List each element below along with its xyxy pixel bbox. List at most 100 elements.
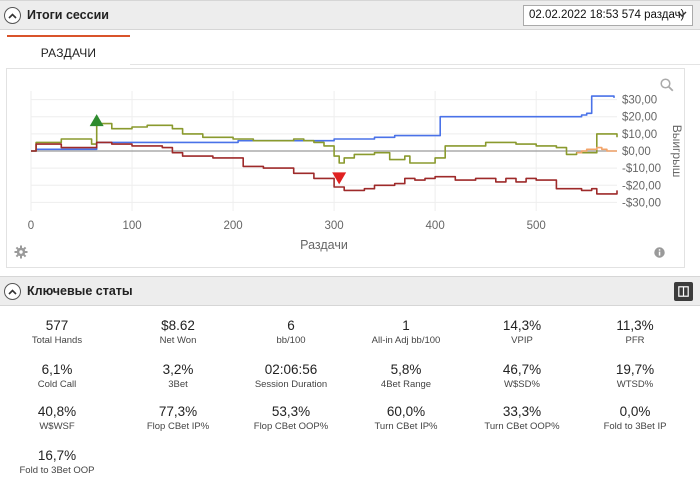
- stat-item: 02:06:56 Session Duration: [231, 362, 351, 390]
- min-marker: [332, 172, 347, 185]
- tab-hands-label: РАЗДАЧИ: [40, 46, 97, 60]
- x-axis-label: Раздачи: [300, 238, 348, 252]
- stat-label: VPIP: [511, 335, 533, 346]
- stat-item: 33,3% Turn CBet OOP%: [462, 404, 582, 432]
- tab-hands[interactable]: РАЗДАЧИ: [7, 35, 130, 65]
- stat-label: All-in Adj bb/100: [371, 335, 441, 346]
- stat-item: 6,1% Cold Call: [0, 362, 117, 390]
- stat-item: 0,0% Fold to 3Bet IP: [575, 404, 695, 432]
- stat-value: 40,8%: [37, 404, 77, 419]
- stat-value: 53,3%: [271, 404, 311, 419]
- x-tick-label: 400: [426, 220, 445, 232]
- stat-item: 40,8% W$WSF: [0, 404, 117, 432]
- stat-label: Net Won: [159, 335, 197, 346]
- y-tick-label: $10,00: [622, 129, 657, 141]
- stat-value: 6: [287, 318, 295, 333]
- stat-value: 33,3%: [502, 404, 542, 419]
- stat-value: 77,3%: [158, 404, 198, 419]
- stat-item: 77,3% Flop CBet IP%: [118, 404, 238, 432]
- stat-value: 0,0%: [619, 404, 651, 419]
- stat-value: 577: [45, 318, 69, 333]
- columns-icon: [678, 286, 689, 297]
- stat-value: 6,1%: [41, 362, 73, 377]
- stat-value: 3,2%: [162, 362, 194, 377]
- stat-item: 14,3% VPIP: [462, 318, 582, 346]
- collapse-stats-button[interactable]: [4, 283, 21, 300]
- stat-label: Fold to 3Bet IP: [603, 421, 667, 432]
- y-axis-label: Выигрыш: [670, 125, 684, 178]
- stat-value: 60,0%: [386, 404, 426, 419]
- chart-panel: $30,00 $20,00 $10,00 $0,00 -$10,00 -$20,00 -$3…: [6, 68, 685, 268]
- stat-label: Session Duration: [254, 379, 328, 390]
- stat-label: PFR: [625, 335, 645, 346]
- x-tick-label: 500: [527, 220, 546, 232]
- session-select[interactable]: 02.02.2022 18:53 574 раздач): [523, 5, 693, 26]
- y-tick-label: $20,00: [622, 112, 657, 124]
- y-tick-label: $30,00: [622, 95, 657, 107]
- stat-label: Flop CBet OOP%: [253, 421, 329, 432]
- x-tick-label: 100: [122, 220, 141, 232]
- stat-item: 577 Total Hands: [0, 318, 117, 346]
- stat-label: 4Bet Range: [380, 379, 432, 390]
- max-marker: [89, 114, 104, 127]
- series-line-red: [31, 141, 618, 195]
- stat-label: bb/100: [276, 335, 306, 346]
- key-stats-header: Ключевые статы: [0, 276, 700, 306]
- stat-item: 1 All-in Adj bb/100: [346, 318, 466, 346]
- zoom-icon[interactable]: [660, 78, 674, 92]
- info-icon[interactable]: [654, 247, 665, 258]
- stat-item: 60,0% Turn CBet IP%: [346, 404, 466, 432]
- stat-item: 6 bb/100: [231, 318, 351, 346]
- stat-value: 46,7%: [502, 362, 542, 377]
- stat-label: Flop CBet IP%: [146, 421, 210, 432]
- panel-layout-button[interactable]: [674, 282, 693, 301]
- stat-value: $8.62: [161, 318, 195, 333]
- chevron-up-icon: [8, 12, 17, 19]
- stat-value: 02:06:56: [264, 362, 318, 377]
- x-tick-label: 0: [28, 220, 34, 232]
- series-line-blue: [31, 95, 615, 152]
- stat-item: 16,7% Fold to 3Bet OOP: [0, 448, 117, 476]
- session-summary-header: Итоги сессии 02.02.2022 18:53 574 раздач…: [0, 0, 700, 30]
- winnings-chart: $30,00 $20,00 $10,00 $0,00 -$10,00 -$20,00 -$3…: [28, 91, 684, 252]
- stat-value: 16,7%: [37, 448, 77, 463]
- x-tick-label: 300: [325, 220, 344, 232]
- stat-label: Total Hands: [31, 335, 83, 346]
- y-tick-label: -$30,00: [622, 197, 661, 209]
- chevron-down-icon: [677, 11, 687, 17]
- stat-label: W$WSF: [39, 421, 75, 432]
- stat-value: 19,7%: [615, 362, 655, 377]
- stat-value: 1: [402, 318, 410, 333]
- stat-value: 5,8%: [390, 362, 422, 377]
- stat-item: 46,7% W$SD%: [462, 362, 582, 390]
- chevron-up-icon: [8, 288, 17, 295]
- gear-icon[interactable]: [14, 245, 28, 259]
- stat-item: 5,8% 4Bet Range: [346, 362, 466, 390]
- stat-label: W$SD%: [504, 379, 540, 390]
- stat-label: WTSD%: [616, 379, 654, 390]
- session-select-value: 02.02.2022 18:53 574 раздач): [529, 9, 685, 21]
- y-tick-label: -$20,00: [622, 180, 661, 192]
- stat-label: Cold Call: [37, 379, 77, 390]
- collapse-session-button[interactable]: [4, 7, 21, 24]
- stat-label: 3Bet: [168, 379, 188, 390]
- stat-value: 14,3%: [502, 318, 542, 333]
- stat-label: Fold to 3Bet OOP: [19, 465, 95, 476]
- stat-item: 3,2% 3Bet: [118, 362, 238, 390]
- tab-divider: [130, 64, 700, 65]
- y-tick-label: -$10,00: [622, 163, 661, 175]
- stat-item: 11,3% PFR: [575, 318, 695, 346]
- key-stats-title: Ключевые статы: [27, 284, 133, 298]
- stat-label: Turn CBet OOP%: [484, 421, 560, 432]
- tab-strip: РАЗДАЧИ: [0, 31, 700, 68]
- stat-item: 53,3% Flop CBet OOP%: [231, 404, 351, 432]
- series-line-green: [31, 122, 618, 164]
- session-summary-title: Итоги сессии: [27, 8, 109, 22]
- stat-value: 11,3%: [616, 318, 654, 333]
- stat-item: 19,7% WTSD%: [575, 362, 695, 390]
- x-tick-label: 200: [223, 220, 242, 232]
- series-line-orange: [576, 146, 617, 154]
- y-tick-label: $0,00: [622, 146, 651, 158]
- stat-item: $8.62 Net Won: [118, 318, 238, 346]
- stat-label: Turn CBet IP%: [374, 421, 438, 432]
